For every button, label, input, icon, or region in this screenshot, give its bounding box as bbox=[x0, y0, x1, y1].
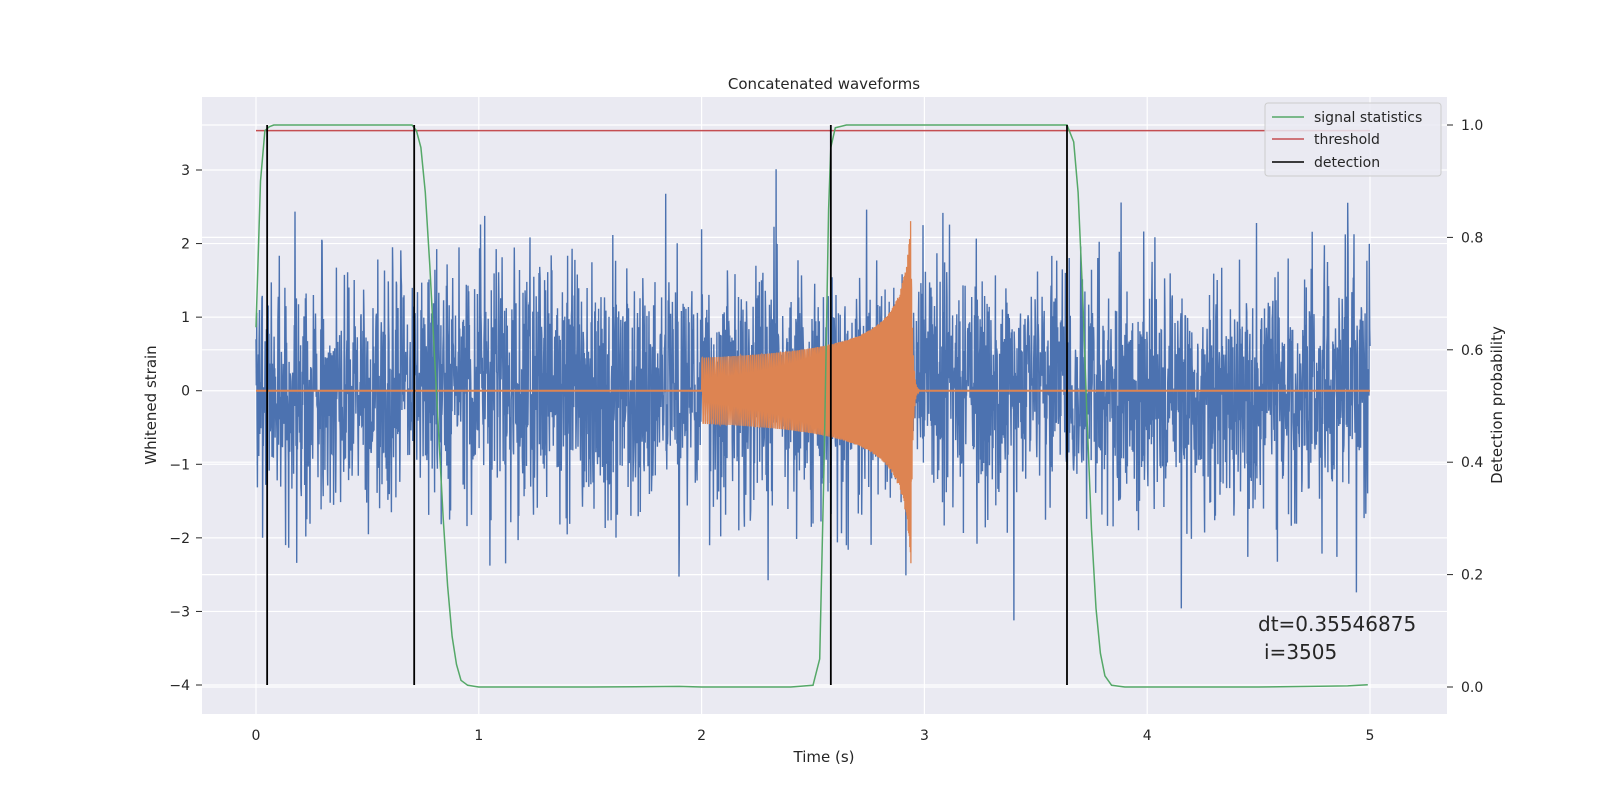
y-axis-label: Whitened strain bbox=[142, 345, 160, 464]
legend: signal statistics threshold detection bbox=[1264, 102, 1442, 177]
signal-statistics-line bbox=[255, 124, 1368, 688]
legend-box bbox=[1264, 102, 1442, 177]
x-tick-label: 1 bbox=[474, 728, 483, 744]
x-tick-label: 4 bbox=[1143, 728, 1152, 744]
y-tick-label: 2 bbox=[181, 237, 190, 253]
detection-lines bbox=[266, 125, 1068, 685]
legend-label-threshold: threshold bbox=[1314, 132, 1380, 148]
x-axis-label: Time (s) bbox=[793, 748, 855, 766]
right-tick-label: 1.0 bbox=[1461, 118, 1483, 134]
x-tick-label: 0 bbox=[252, 728, 261, 744]
legend-label-signal-statistics: signal statistics bbox=[1314, 110, 1422, 126]
y-tick-label: −1 bbox=[169, 457, 190, 473]
right-tick-label: 0.0 bbox=[1461, 680, 1483, 696]
x-axis-ticks: 0 1 2 3 4 5 bbox=[252, 728, 1375, 744]
y-tick-label: 0 bbox=[181, 384, 190, 400]
right-tick-label: 0.2 bbox=[1461, 568, 1483, 584]
legend-label-detection: detection bbox=[1314, 155, 1380, 171]
right-axis-label: Detection probability bbox=[1488, 326, 1506, 484]
y-axis-ticks: −4 −3 −2 −1 0 1 2 3 bbox=[169, 163, 202, 694]
y-tick-label: −4 bbox=[169, 678, 190, 694]
annotation-i: i=3505 bbox=[1264, 640, 1337, 664]
y-tick-label: 3 bbox=[181, 163, 190, 179]
y-tick-label: 1 bbox=[181, 310, 190, 326]
chart-title: Concatenated waveforms bbox=[728, 75, 920, 93]
right-tick-label: 0.4 bbox=[1461, 455, 1483, 471]
right-tick-label: 0.6 bbox=[1461, 343, 1483, 359]
y-tick-label: −2 bbox=[169, 531, 190, 547]
x-tick-label: 3 bbox=[920, 728, 929, 744]
x-tick-label: 5 bbox=[1366, 728, 1375, 744]
right-tick-label: 0.8 bbox=[1461, 230, 1483, 246]
x-tick-label: 2 bbox=[697, 728, 706, 744]
annotation-dt: dt=0.35546875 bbox=[1258, 612, 1416, 636]
whitened-strain-series bbox=[255, 169, 1371, 621]
injected-chirp-series bbox=[700, 221, 920, 564]
right-axis-ticks: 0.0 0.2 0.4 0.6 0.8 1.0 bbox=[1447, 118, 1483, 696]
y-tick-label: −3 bbox=[169, 604, 190, 620]
